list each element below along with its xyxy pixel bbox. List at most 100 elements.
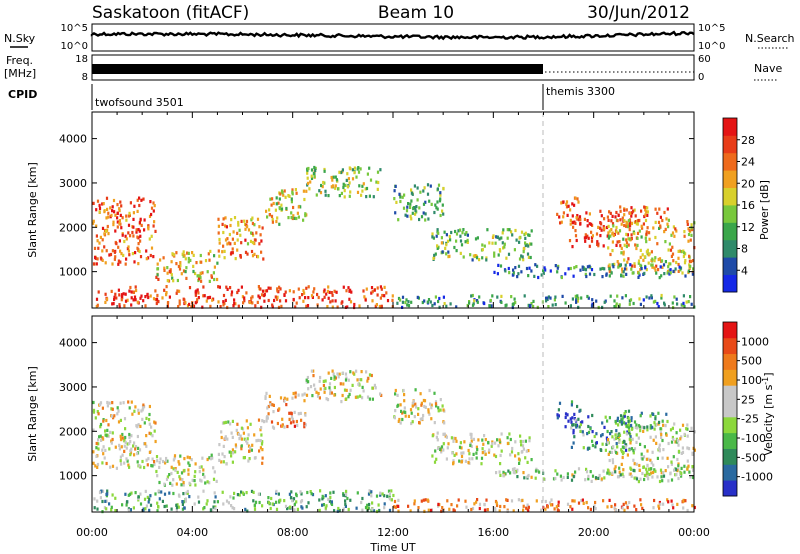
heatmap-cell <box>620 222 623 226</box>
heatmap-cell <box>501 231 504 235</box>
heatmap-cell <box>476 236 479 240</box>
heatmap-cell <box>251 443 254 447</box>
heatmap-cell <box>476 299 479 303</box>
heatmap-cell <box>633 447 637 451</box>
heatmap-cell <box>172 253 175 257</box>
heatmap-cell <box>438 199 442 203</box>
power-panel-frame <box>91 111 695 309</box>
heatmap-cell <box>397 218 400 222</box>
heatmap-cell <box>525 506 528 510</box>
heatmap-cell <box>117 245 120 249</box>
heatmap-cell <box>643 445 646 449</box>
heatmap-cell <box>226 437 229 441</box>
heatmap-cell <box>570 400 574 404</box>
heatmap-cell <box>573 412 576 416</box>
colorbar-segment <box>723 205 737 223</box>
heatmap-cell <box>630 214 633 218</box>
heatmap-cell <box>250 218 253 222</box>
heatmap-cell <box>554 264 557 268</box>
heatmap-cell <box>332 175 335 179</box>
heatmap-cell <box>267 496 270 500</box>
heatmap-cell <box>600 222 603 226</box>
heatmap-cell <box>450 436 453 440</box>
heatmap-cell <box>280 189 284 193</box>
heatmap-cell <box>367 492 371 496</box>
heatmap-cell <box>623 440 626 444</box>
heatmap-cell <box>591 474 595 478</box>
heatmap-cell <box>351 383 354 387</box>
heatmap-cell <box>324 193 327 197</box>
heatmap-cell <box>204 481 207 485</box>
heatmap-cell <box>439 408 442 412</box>
heatmap-cell <box>429 402 432 406</box>
heatmap-cell <box>438 305 441 309</box>
heatmap-cell <box>634 220 637 224</box>
heatmap-cell <box>636 231 640 235</box>
heatmap-cell <box>641 457 644 461</box>
heatmap-cell <box>593 434 596 439</box>
heatmap-cell <box>473 299 476 303</box>
heatmap-cell <box>345 289 348 293</box>
heatmap-cell <box>496 503 499 508</box>
heatmap-cell <box>231 251 234 255</box>
heatmap-cell <box>125 446 128 450</box>
heatmap-cell <box>234 257 237 261</box>
heatmap-cell <box>380 304 383 308</box>
heatmap-cell <box>661 438 664 443</box>
heatmap-cell <box>102 445 105 449</box>
heatmap-cell <box>587 477 590 481</box>
heatmap-cell <box>552 477 556 481</box>
heatmap-cell <box>206 296 209 300</box>
heatmap-cell <box>318 508 321 512</box>
heatmap-cell <box>601 442 604 446</box>
heatmap-cell <box>437 504 440 508</box>
heatmap-cell <box>128 465 131 469</box>
heatmap-cell <box>281 417 284 421</box>
heatmap-cell <box>145 249 148 253</box>
heatmap-cell <box>124 234 127 238</box>
heatmap-cell <box>272 201 275 206</box>
heatmap-cell <box>166 459 169 463</box>
heatmap-cell <box>670 462 673 466</box>
heatmap-cell <box>434 400 438 404</box>
heatmap-cell <box>138 203 141 208</box>
heatmap-cell <box>101 448 104 452</box>
heatmap-cell <box>573 266 576 270</box>
heatmap-cell <box>238 493 241 497</box>
heatmap-cell <box>245 419 248 423</box>
heatmap-cell <box>153 220 156 224</box>
heatmap-cell <box>511 467 515 471</box>
heatmap-cell <box>267 501 270 505</box>
heatmap-cell <box>619 209 622 213</box>
heatmap-cell <box>415 205 418 209</box>
heatmap-cell <box>641 506 644 510</box>
heatmap-cell <box>622 502 625 506</box>
heatmap-cell <box>616 475 620 479</box>
heatmap-cell <box>528 439 531 443</box>
heatmap-cell <box>221 490 224 494</box>
heatmap-cell <box>629 441 632 445</box>
heatmap-cell <box>670 233 673 237</box>
heatmap-cell <box>624 263 627 267</box>
heatmap-cell <box>669 428 673 432</box>
heatmap-cell <box>450 230 453 235</box>
heatmap-cell <box>589 507 592 511</box>
heatmap-cell <box>624 294 627 298</box>
heatmap-cell <box>245 219 249 223</box>
heatmap-cell <box>217 285 220 289</box>
heatmap-cell <box>588 446 591 450</box>
heatmap-cell <box>652 300 655 304</box>
heatmap-cell <box>493 254 496 258</box>
heatmap-cell <box>182 269 186 273</box>
heatmap-cell <box>317 295 320 300</box>
heatmap-cell <box>104 292 107 296</box>
heatmap-cell <box>623 414 626 418</box>
heatmap-cell <box>436 207 439 211</box>
heatmap-cell <box>117 262 120 266</box>
heatmap-cell <box>172 458 175 462</box>
heatmap-cell <box>381 293 384 298</box>
heatmap-cell <box>213 470 216 474</box>
heatmap-cell <box>141 408 144 412</box>
heatmap-cell <box>181 502 184 506</box>
heatmap-cell <box>633 264 636 268</box>
